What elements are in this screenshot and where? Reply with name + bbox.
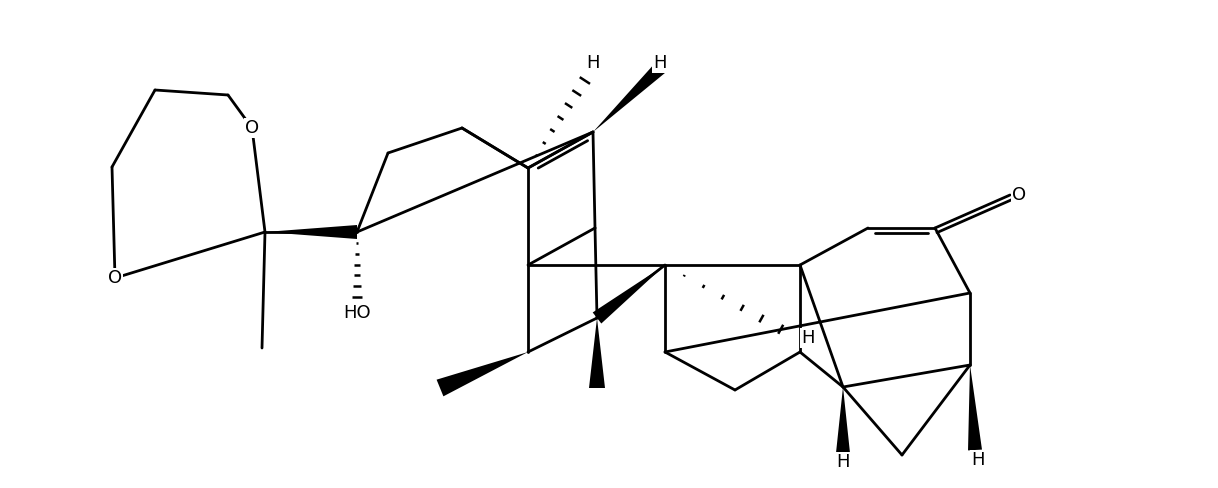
Text: O: O [108,269,122,287]
Text: H: H [837,453,850,471]
Polygon shape [266,225,357,239]
Text: H: H [653,54,666,72]
Polygon shape [593,265,665,324]
Polygon shape [968,365,982,450]
Text: H: H [971,451,984,469]
Polygon shape [590,318,605,388]
Text: O: O [1012,186,1026,204]
Polygon shape [593,63,665,132]
Text: HO: HO [343,304,370,322]
Text: O: O [245,119,259,137]
Text: H: H [801,329,815,347]
Polygon shape [436,352,527,396]
Text: H: H [586,54,599,72]
Polygon shape [836,387,850,453]
